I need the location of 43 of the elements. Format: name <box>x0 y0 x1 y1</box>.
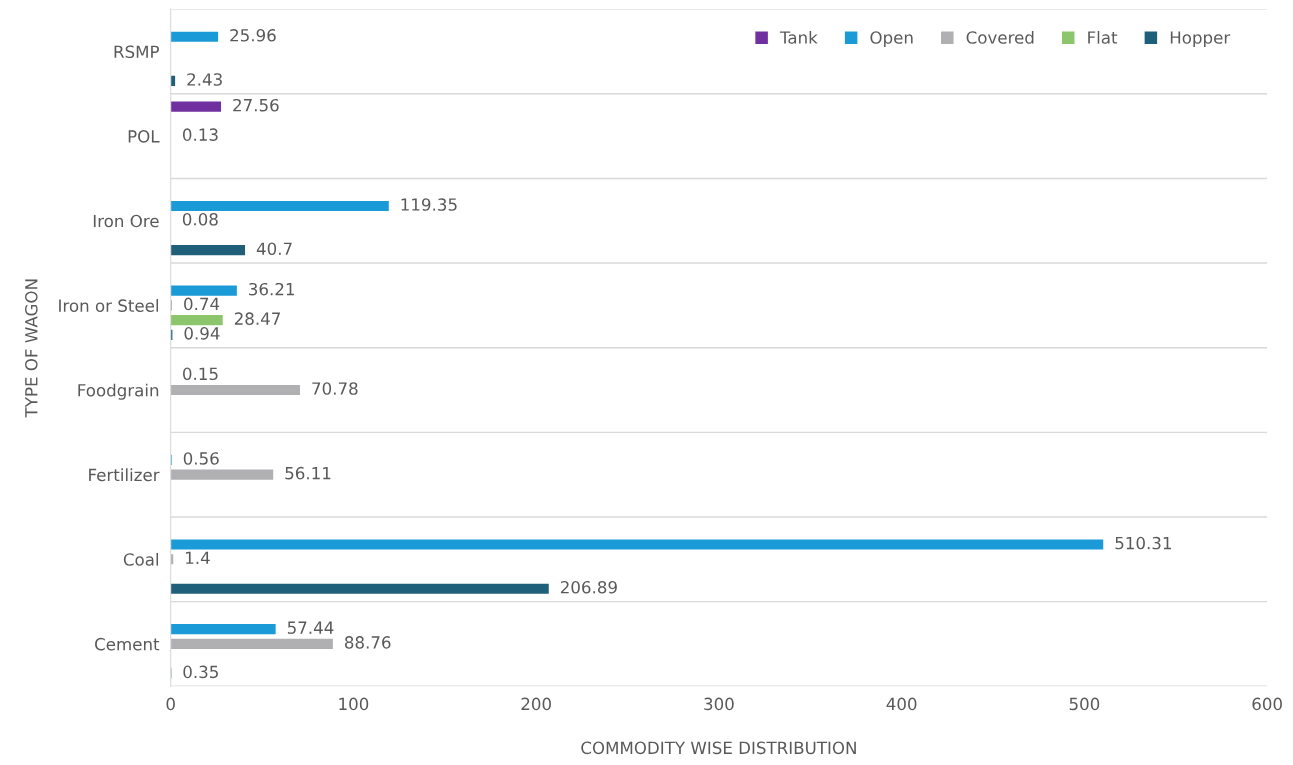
data-label: 2.43 <box>187 73 222 86</box>
x-tick-label: 400 <box>886 697 917 711</box>
data-label: 0.15 <box>183 367 218 381</box>
data-label: 88.76 <box>344 636 391 649</box>
data-label: 40.7 <box>256 242 292 256</box>
y-tick-label: Iron or Steel <box>59 299 158 312</box>
data-label: 28.47 <box>234 312 280 325</box>
data-label: 510.31 <box>1115 536 1171 550</box>
legend-label: Open <box>870 31 913 48</box>
data-label: 57.44 <box>287 621 334 634</box>
data-label: 0.56 <box>183 452 219 465</box>
x-tick-label: 200 <box>521 697 551 711</box>
data-label: 0.94 <box>184 327 220 340</box>
data-label: 0.74 <box>184 297 220 311</box>
x-tick-label: 0 <box>166 697 175 711</box>
data-label: 36.21 <box>249 282 294 296</box>
y-tick-label: Foodgrain <box>78 383 159 400</box>
legend-label: Tank <box>779 30 818 44</box>
legend-label: Flat <box>1088 30 1118 44</box>
data-label: 56.11 <box>285 466 331 480</box>
data-label: 70.78 <box>312 382 358 395</box>
y-tick-label: Iron Ore <box>93 214 159 228</box>
data-label: 0.13 <box>182 128 218 141</box>
data-label: 0.35 <box>183 665 218 679</box>
x-tick-label: 600 <box>1252 697 1282 711</box>
y-axis-title: TYPE OF WAGON <box>25 279 38 418</box>
data-label: 25.96 <box>230 29 276 42</box>
x-tick-label: 100 <box>339 697 369 711</box>
y-tick-label: Fertilizer <box>89 468 160 482</box>
data-label: 1.4 <box>186 551 210 564</box>
data-label: 119.35 <box>401 198 457 211</box>
data-label: 27.56 <box>233 98 279 112</box>
legend-label: Hopper <box>1170 31 1231 48</box>
data-label: 0.08 <box>182 212 218 226</box>
legend-label: Covered <box>966 30 1034 44</box>
y-tick-label: RSMP <box>114 45 159 59</box>
y-tick-label: POL <box>128 130 160 143</box>
x-tick-label: 300 <box>704 697 734 711</box>
y-tick-label: Coal <box>123 552 158 566</box>
x-axis-title: COMMODITY WISE DISTRIBUTION <box>581 741 856 755</box>
y-tick-label: Cement <box>95 637 160 651</box>
data-label: 206.89 <box>560 580 617 594</box>
x-tick-label: 500 <box>1069 697 1100 711</box>
